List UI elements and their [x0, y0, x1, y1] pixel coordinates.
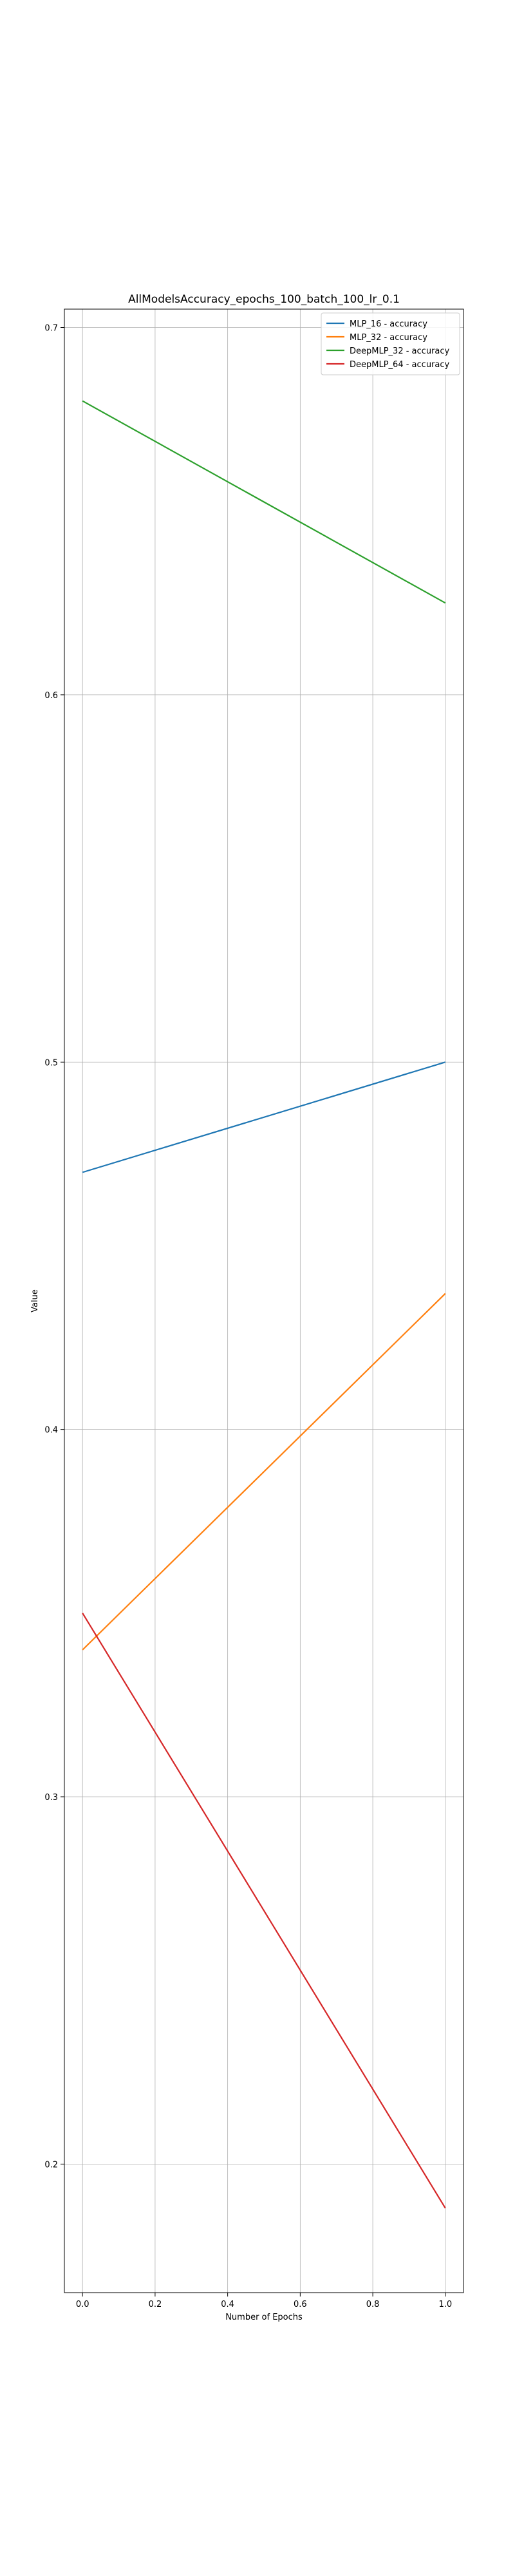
y-axis-label: Value [30, 1289, 40, 1312]
series-line [82, 400, 446, 604]
series-lines [82, 400, 446, 2209]
y-tick-label: 0.3 [44, 1793, 58, 1803]
x-tick-label: 0.6 [294, 2300, 307, 2309]
legend-box [321, 312, 460, 375]
x-tick-label: 0.8 [366, 2300, 380, 2309]
x-axis-label: Number of Epochs [225, 2313, 303, 2322]
y-tick-label: 0.6 [44, 691, 58, 701]
y-tick-label: 0.2 [44, 2160, 58, 2170]
y-tick-label: 0.5 [44, 1058, 58, 1068]
y-tick-label: 0.7 [44, 324, 58, 334]
x-tick-label: 0.2 [149, 2300, 162, 2309]
y-tick-label: 0.4 [44, 1426, 58, 1435]
grid [64, 309, 464, 2293]
x-tick-label: 0.4 [221, 2300, 234, 2309]
plot-area-frame [64, 308, 464, 2293]
series-line [82, 1061, 446, 1173]
series-line [82, 1293, 446, 1651]
y-axis-ticks: 0.2 0.3 0.4 0.5 0.6 0.7 [44, 324, 64, 2170]
legend-entry-label: DeepMLP_64 - accuracy [350, 360, 450, 370]
legend: MLP_16 - accuracy MLP_32 - accuracy DeepML… [321, 312, 460, 375]
legend-entry-label: MLP_32 - accuracy [350, 333, 427, 343]
legend-entry-label: DeepMLP_32 - accuracy [350, 346, 450, 356]
x-tick-label: 1.0 [438, 2300, 452, 2309]
x-axis-ticks: 0.0 0.2 0.4 0.6 0.8 1.0 [76, 2293, 452, 2309]
chart-title: AllModelsAccuracy_epochs_100_batch_100_l… [128, 293, 400, 306]
x-tick-label: 0.0 [76, 2300, 89, 2309]
legend-entry-label: MLP_16 - accuracy [350, 319, 427, 329]
series-line [82, 1613, 446, 2209]
